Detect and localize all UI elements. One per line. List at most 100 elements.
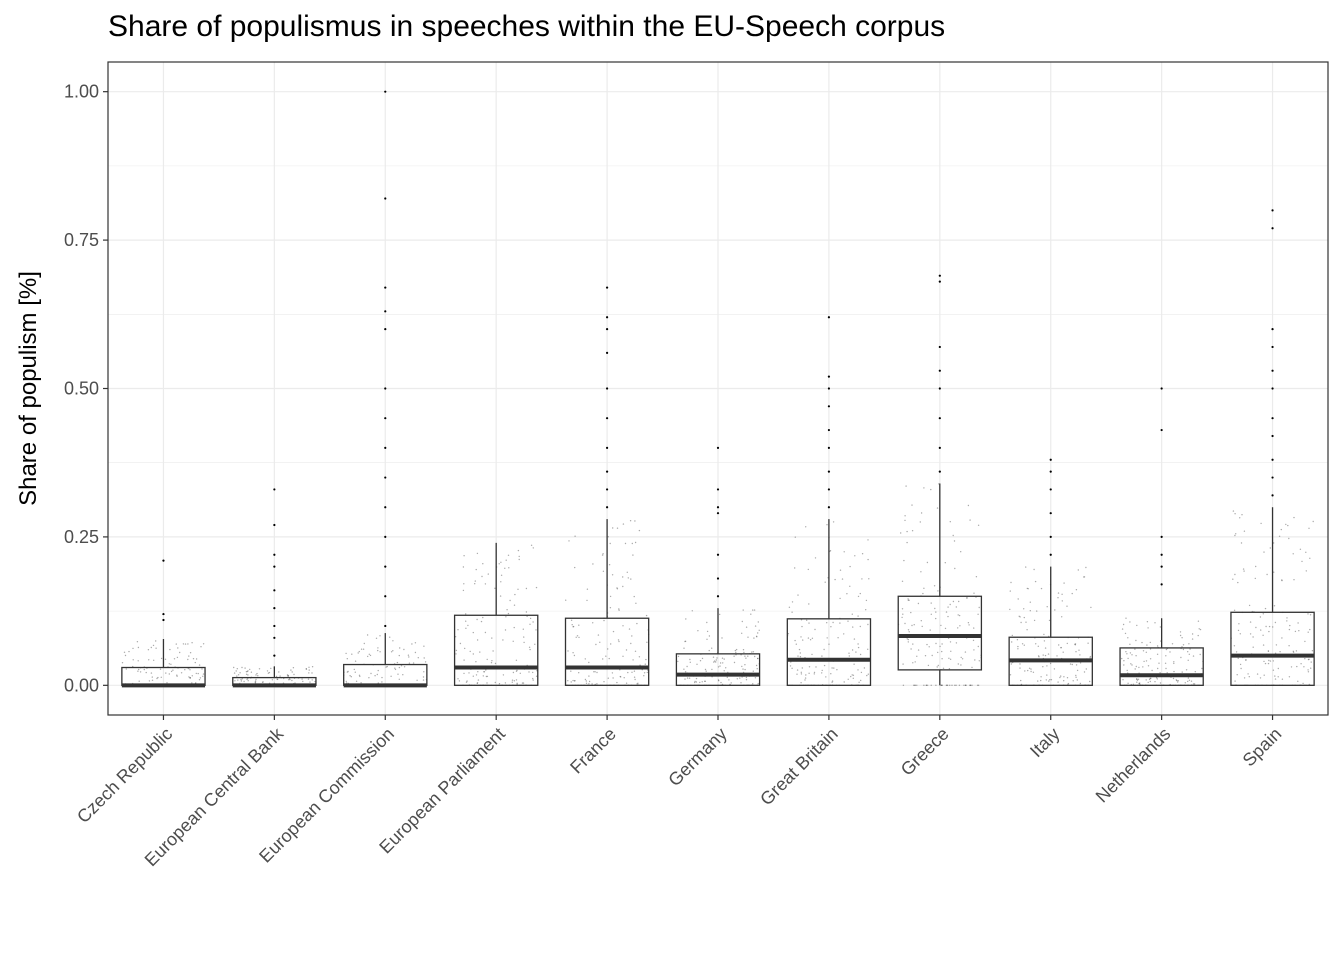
- jitter-point: [630, 578, 632, 580]
- jitter-point: [517, 588, 519, 590]
- jitter-point: [463, 659, 465, 661]
- jitter-point: [585, 682, 588, 684]
- jitter-point: [390, 651, 393, 653]
- jitter-point: [1134, 648, 1136, 650]
- jitter-point: [1272, 542, 1275, 544]
- jitter-point: [1262, 613, 1265, 615]
- jitter-point: [978, 606, 980, 609]
- jitter-point: [852, 674, 855, 676]
- jitter-point: [601, 554, 604, 556]
- jitter-point: [1058, 644, 1060, 646]
- jitter-point: [1293, 516, 1295, 519]
- jitter-point: [627, 671, 629, 674]
- jitter-point: [137, 670, 139, 672]
- jitter-point: [832, 521, 835, 523]
- jitter-point: [1234, 534, 1236, 537]
- jitter-point: [377, 669, 379, 672]
- jitter-point: [483, 671, 486, 673]
- jitter-point: [733, 655, 735, 657]
- jitter-point: [458, 680, 461, 682]
- jitter-point: [609, 542, 611, 545]
- outlier-point: [938, 369, 941, 372]
- jitter-point: [1238, 623, 1240, 625]
- box-iqr: [1230, 611, 1315, 686]
- jitter-point: [1063, 676, 1065, 678]
- jitter-point: [796, 669, 799, 671]
- jitter-point: [1239, 663, 1242, 666]
- jitter-point: [717, 666, 720, 668]
- jitter-point: [631, 635, 633, 637]
- jitter-point: [1072, 680, 1074, 682]
- jitter-point: [630, 642, 632, 645]
- jitter-point: [475, 568, 477, 571]
- jitter-point: [828, 643, 830, 645]
- jitter-point: [930, 488, 932, 491]
- jitter-point: [355, 680, 358, 682]
- jitter-point: [574, 535, 576, 537]
- jitter-point: [1262, 634, 1264, 636]
- jitter-point: [605, 655, 607, 657]
- jitter-point: [1035, 643, 1037, 645]
- outlier-point: [1160, 387, 1163, 390]
- jitter-point: [800, 673, 803, 675]
- jitter-point: [159, 668, 162, 670]
- jitter-point: [240, 678, 242, 681]
- outlier-point: [827, 316, 831, 319]
- jitter-point: [849, 585, 851, 587]
- jitter-point: [311, 672, 313, 674]
- jitter-point: [1194, 671, 1197, 673]
- jitter-point: [1172, 677, 1175, 680]
- jitter-point: [688, 677, 691, 679]
- jitter-point: [1076, 679, 1079, 681]
- x-tick-label: Italy: [1026, 724, 1063, 761]
- jitter-point: [1019, 663, 1021, 665]
- jitter-point: [1181, 671, 1183, 673]
- jitter-point: [414, 651, 417, 654]
- jitter-point: [476, 682, 478, 685]
- jitter-point: [1256, 673, 1259, 675]
- jitter-point: [1232, 578, 1234, 580]
- jitter-point: [701, 657, 704, 660]
- jitter-point: [926, 561, 929, 564]
- jitter-point: [486, 682, 488, 684]
- jitter-point: [683, 647, 685, 649]
- jitter-point: [723, 670, 725, 672]
- jitter-point: [913, 684, 915, 686]
- outlier-point: [938, 446, 941, 449]
- jitter-point: [852, 677, 854, 679]
- jitter-point: [1079, 682, 1082, 685]
- jitter-point: [1061, 593, 1063, 595]
- jitter-point: [596, 671, 598, 674]
- jitter-point: [935, 617, 937, 620]
- jitter-point: [753, 637, 755, 639]
- jitter-point: [466, 680, 468, 682]
- jitter-point: [1295, 650, 1298, 652]
- jitter-point: [1146, 644, 1148, 646]
- jitter-point: [645, 658, 647, 661]
- jitter-point: [837, 637, 839, 639]
- jitter-point: [705, 670, 707, 672]
- jitter-point: [712, 656, 715, 658]
- jitter-point: [482, 675, 484, 677]
- jitter-point: [398, 678, 400, 680]
- jitter-point: [188, 676, 190, 678]
- jitter-point: [594, 671, 596, 673]
- jitter-point: [960, 656, 962, 659]
- jitter-point: [417, 657, 419, 659]
- jitter-point: [1289, 624, 1291, 627]
- jitter-point: [686, 665, 688, 668]
- jitter-point: [198, 664, 201, 666]
- outlier-point: [1160, 583, 1163, 586]
- jitter-point: [742, 668, 744, 670]
- jitter-point: [189, 652, 192, 654]
- jitter-point: [967, 504, 970, 507]
- jitter-point: [646, 671, 648, 674]
- jitter-point: [398, 666, 401, 669]
- jitter-point: [386, 665, 388, 668]
- y-tick-label: 1.00: [64, 82, 99, 102]
- jitter-point: [1010, 581, 1012, 584]
- jitter-point: [1018, 615, 1020, 617]
- jitter-point: [291, 671, 293, 673]
- jitter-point: [622, 576, 624, 578]
- jitter-point: [308, 672, 310, 674]
